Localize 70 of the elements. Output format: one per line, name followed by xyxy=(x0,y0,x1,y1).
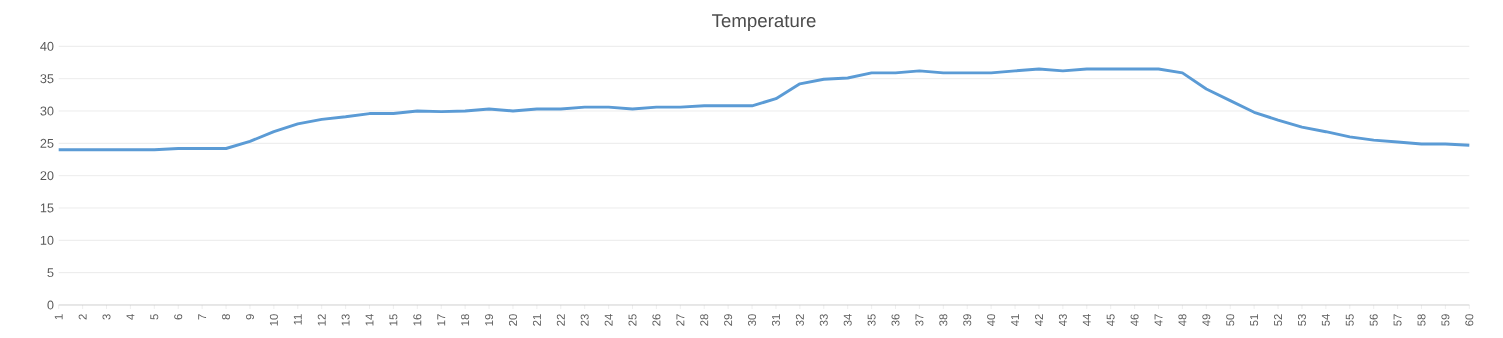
x-tick-label: 43 xyxy=(1058,314,1067,327)
y-tick-label: 0 xyxy=(47,300,54,310)
x-tick-label: 32 xyxy=(795,314,804,326)
x-tick-label: 40 xyxy=(987,314,996,327)
x-tick-label: 33 xyxy=(819,314,828,326)
y-tick-label: 25 xyxy=(40,138,54,148)
x-tick-label: 39 xyxy=(963,314,972,326)
y-tick-label: 30 xyxy=(40,106,54,116)
x-tick-label: 47 xyxy=(1154,314,1163,327)
x-tick-label: 6 xyxy=(174,314,183,320)
x-tick-label: 23 xyxy=(580,314,589,326)
x-tick-label: 16 xyxy=(413,314,422,326)
x-tick-label: 44 xyxy=(1082,314,1091,327)
x-tick-label: 55 xyxy=(1345,314,1354,326)
x-tick-label: 13 xyxy=(341,314,350,326)
x-tick-label: 3 xyxy=(102,314,111,320)
x-tick-label: 42 xyxy=(1035,314,1043,327)
x-tick-label: 9 xyxy=(245,314,254,320)
x-tick-label: 34 xyxy=(843,314,852,326)
x-tick-label: 59 xyxy=(1441,314,1450,326)
x-tick-label: 12 xyxy=(317,314,326,326)
x-tick-label: 37 xyxy=(915,314,924,326)
chart-title: Temperature xyxy=(712,14,816,31)
x-tick-label: 29 xyxy=(724,314,733,326)
x-tick-label: 15 xyxy=(389,314,398,326)
x-tick-label: 48 xyxy=(1178,314,1187,327)
x-tick-label: 30 xyxy=(748,314,757,326)
y-tick-label: 15 xyxy=(40,203,54,213)
x-tick-label: 51 xyxy=(1250,314,1259,326)
x-tick-label: 27 xyxy=(676,314,685,326)
x-tick-label: 36 xyxy=(891,314,900,326)
x-tick-label: 56 xyxy=(1369,314,1378,326)
x-tick-label: 60 xyxy=(1465,314,1474,326)
x-tick-label: 8 xyxy=(222,314,231,320)
x-tick-label: 57 xyxy=(1393,314,1402,326)
x-tick-label: 58 xyxy=(1417,314,1426,326)
x-tick-label: 53 xyxy=(1297,314,1306,326)
x-tick-label: 38 xyxy=(939,314,948,326)
x-tick-label: 26 xyxy=(652,314,661,326)
x-tick-label: 41 xyxy=(1011,314,1019,327)
x-tick-label: 28 xyxy=(700,314,709,326)
x-tick-label: 54 xyxy=(1321,314,1330,326)
x-tick-label: 17 xyxy=(437,314,446,326)
x-tick-label: 11 xyxy=(293,314,302,325)
y-tick-label: 5 xyxy=(47,268,54,278)
x-tick-label: 25 xyxy=(628,314,637,326)
x-tick-label: 14 xyxy=(365,314,374,326)
x-tick-label: 20 xyxy=(508,314,517,326)
x-tick-label: 50 xyxy=(1226,314,1235,326)
x-tick-label: 5 xyxy=(150,314,159,320)
x-tick-label: 31 xyxy=(771,314,780,326)
x-tick-label: 10 xyxy=(269,314,278,326)
x-tick-label: 19 xyxy=(485,314,494,326)
x-tick-label: 46 xyxy=(1130,314,1139,327)
x-tick-label: 2 xyxy=(78,314,87,320)
x-tick-label: 21 xyxy=(532,314,541,326)
x-tick-label: 1 xyxy=(54,314,63,320)
x-tick-label: 52 xyxy=(1274,314,1283,326)
x-tick-label: 7 xyxy=(198,314,207,320)
y-tick-label: 35 xyxy=(40,74,54,84)
x-tick-label: 35 xyxy=(867,314,876,326)
x-tick-label: 45 xyxy=(1106,314,1115,327)
x-tick-label: 18 xyxy=(461,314,470,326)
x-tick-label: 22 xyxy=(556,314,565,326)
y-tick-label: 20 xyxy=(40,171,54,181)
x-tick-label: 4 xyxy=(126,314,135,320)
y-tick-label: 10 xyxy=(40,235,54,245)
x-tick-label: 49 xyxy=(1202,314,1211,327)
y-tick-label: 40 xyxy=(40,41,54,51)
x-tick-label: 24 xyxy=(604,314,613,326)
